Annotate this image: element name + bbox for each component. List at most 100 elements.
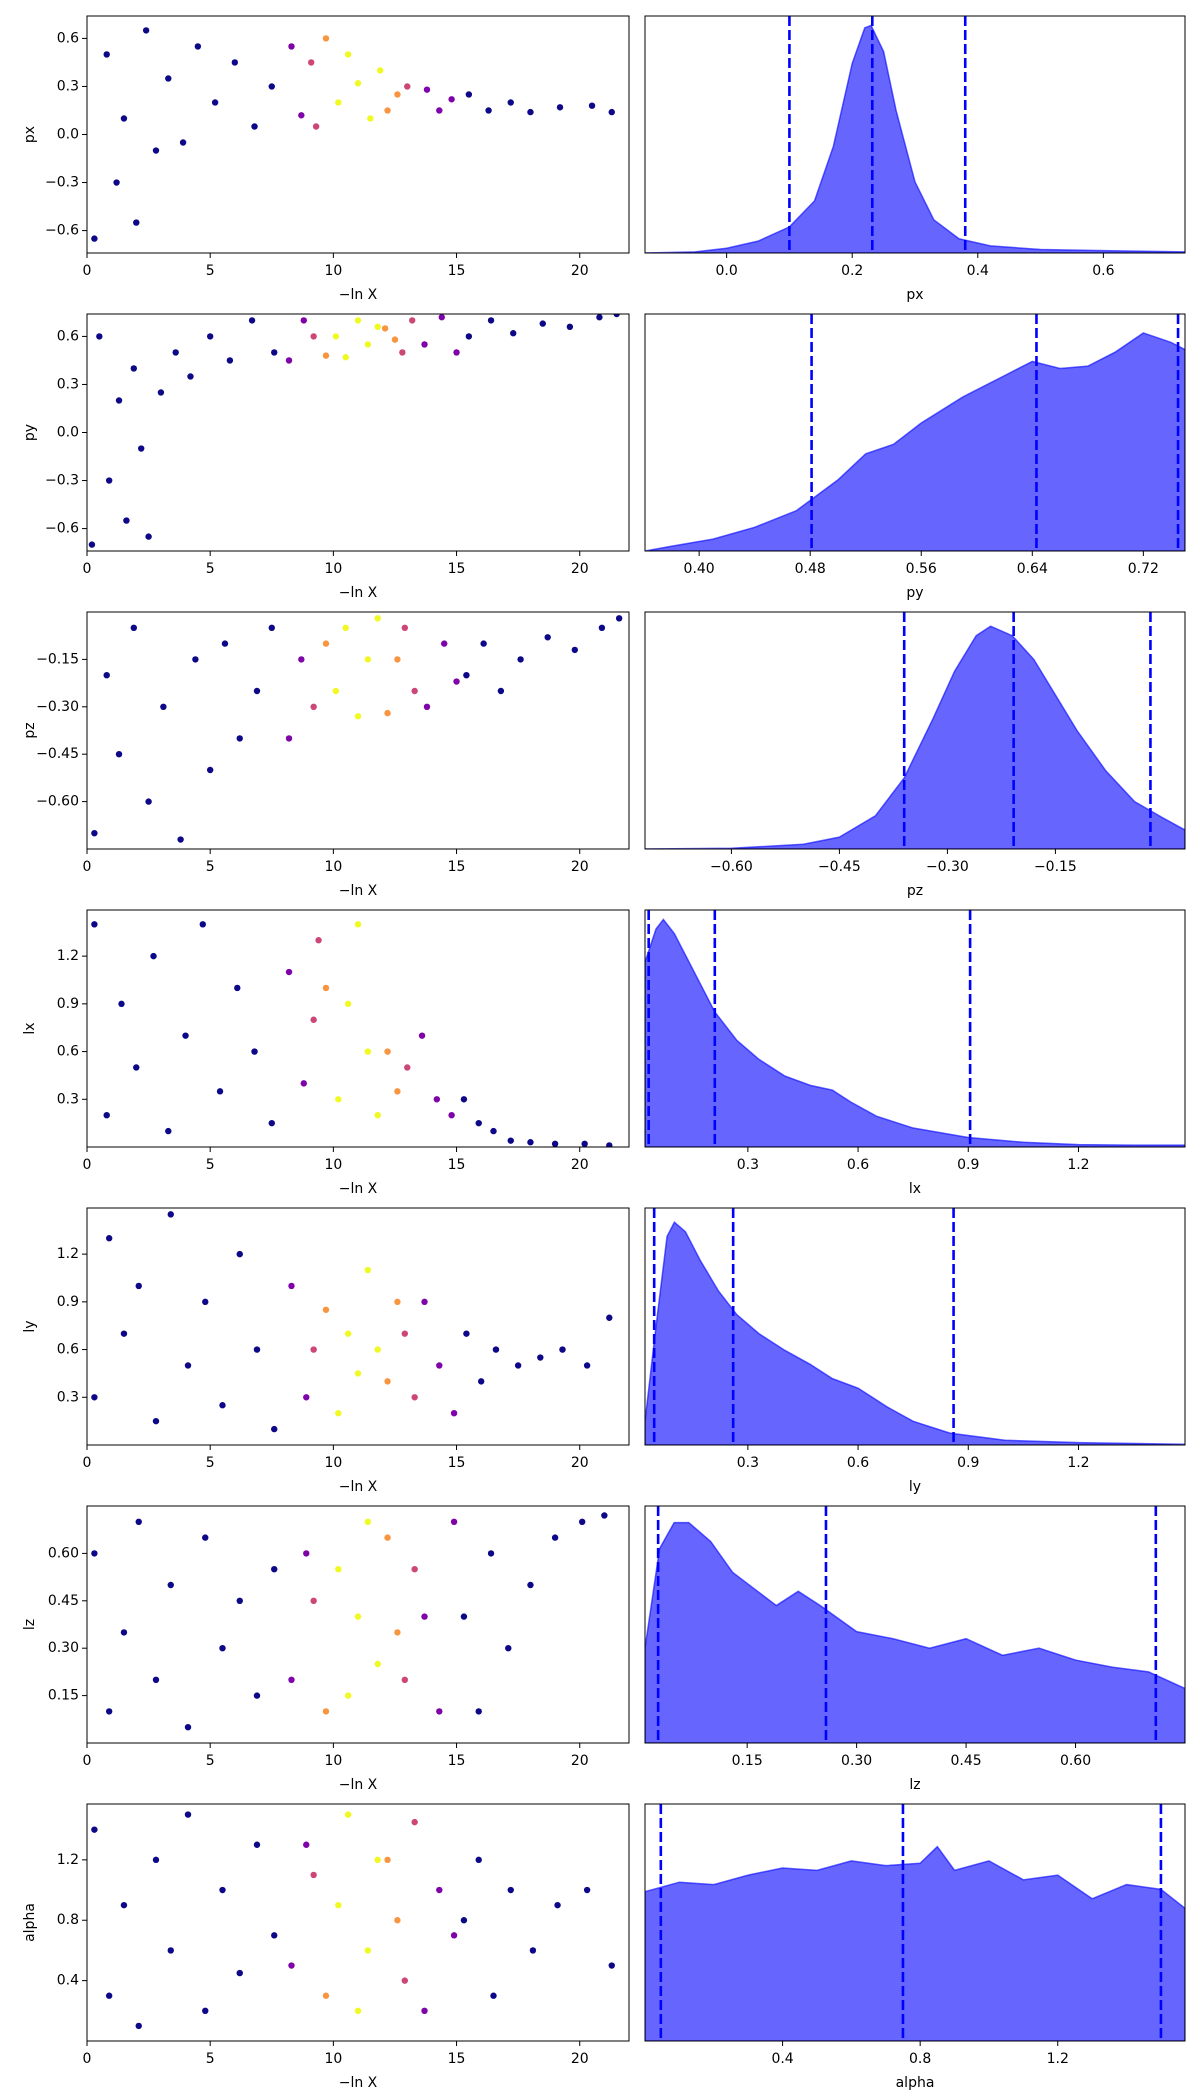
point [251, 123, 258, 130]
point [514, 1362, 522, 1369]
point [487, 317, 495, 324]
point [571, 646, 578, 654]
point [312, 123, 320, 130]
point [344, 1811, 352, 1818]
point [364, 1947, 372, 1954]
point [303, 1394, 310, 1401]
x-axis-label: −ln X [339, 287, 378, 303]
y-axis-label: pz [22, 722, 38, 738]
x-tick-label: 5 [206, 859, 215, 875]
point [450, 1409, 458, 1417]
point [322, 1992, 330, 1999]
axes-frame [86, 909, 630, 1148]
point [253, 1692, 261, 1699]
point [298, 656, 305, 663]
point [253, 687, 261, 695]
x-axis-label: −ln X [339, 1479, 378, 1495]
point [105, 1992, 113, 1999]
point [606, 1314, 613, 1321]
point [465, 91, 473, 98]
point [601, 1512, 608, 1519]
x-tick-label: 1.2 [1067, 1157, 1089, 1173]
point [384, 1048, 391, 1055]
point [172, 349, 179, 356]
plot-area [645, 910, 1185, 1147]
point [285, 968, 293, 976]
x-tick-label: 0.6 [847, 1157, 869, 1173]
axes-frame [86, 1207, 630, 1446]
point [344, 1330, 352, 1337]
point [394, 91, 401, 98]
panel: 0.3 0.6 0.9 1.2 lx [644, 909, 1186, 1197]
point [551, 1140, 559, 1147]
x-tick-label: 0.8 [909, 2051, 931, 2067]
axes-frame [86, 313, 630, 552]
plot-area [91, 27, 615, 242]
point [527, 108, 534, 116]
x-tick-label: −0.30 [926, 859, 969, 875]
point [236, 1250, 243, 1258]
point [322, 35, 330, 42]
point [332, 687, 340, 695]
x-tick-label: 10 [324, 1455, 342, 1471]
y-axis-label: py [22, 424, 38, 441]
point [96, 333, 103, 340]
point [374, 323, 381, 331]
axes-frame [644, 909, 1186, 1148]
point [411, 1818, 418, 1826]
y-tick-label: 1.2 [57, 1246, 79, 1262]
x-tick-label: 10 [324, 263, 342, 279]
point [598, 624, 606, 631]
x-tick-label: 0.0 [715, 263, 737, 279]
x-axis-label: −ln X [339, 585, 378, 601]
x-tick-label: 10 [324, 561, 342, 577]
x-tick-label: 5 [206, 263, 215, 279]
point [507, 99, 514, 106]
plot-area [91, 1211, 613, 1433]
point [539, 320, 546, 327]
point [490, 1992, 497, 1999]
x-tick-label: 0 [83, 2051, 92, 2067]
x-tick-label: 10 [324, 2051, 342, 2067]
point [401, 1676, 409, 1684]
point [578, 1518, 586, 1526]
panel: 0 5 10 15 20 −0.6 −0.3 0.0 0.3 0.6 −ln X px [22, 15, 630, 303]
point [423, 703, 431, 710]
x-tick-label: 20 [571, 263, 589, 279]
point [505, 1645, 512, 1652]
point [206, 766, 214, 774]
panel: 0 5 10 15 20 0.15 0.30 0.45 0.60 −ln X lz [22, 1505, 630, 1793]
y-axis-label: alpha [22, 1903, 38, 1942]
x-axis-label: px [906, 287, 923, 303]
density-area [645, 1521, 1185, 1743]
point [438, 314, 445, 321]
x-tick-label: 0.3 [737, 1455, 759, 1471]
x-tick-label: 0.48 [795, 561, 826, 577]
point [450, 1932, 458, 1939]
point [133, 219, 140, 226]
y-tick-label: 0.8 [57, 1912, 79, 1928]
x-axis-label: alpha [896, 2075, 935, 2091]
point [135, 2022, 142, 2030]
point [527, 1139, 534, 1146]
point [206, 333, 214, 340]
plot-area [91, 1512, 608, 1731]
x-tick-label: 20 [571, 561, 589, 577]
point [152, 1856, 160, 1864]
point [310, 333, 317, 340]
point [91, 830, 98, 837]
point [120, 1330, 128, 1337]
point [138, 445, 145, 452]
point [194, 43, 202, 50]
point [596, 314, 603, 321]
point [285, 357, 293, 364]
x-axis-label: −ln X [339, 2075, 378, 2091]
x-tick-label: 0.9 [957, 1157, 979, 1173]
point [157, 389, 165, 396]
x-tick-label: 0.6 [847, 1455, 869, 1471]
x-tick-label: 5 [206, 2051, 215, 2067]
point [120, 115, 128, 122]
x-tick-label: 0.4 [771, 2051, 793, 2067]
point [271, 1425, 278, 1433]
point [322, 640, 330, 647]
